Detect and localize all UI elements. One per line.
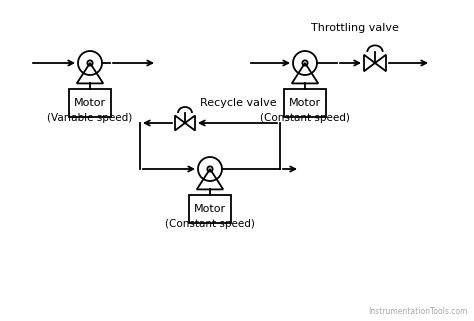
Text: Recycle valve: Recycle valve: [200, 98, 277, 108]
Text: Motor: Motor: [74, 99, 106, 108]
Text: Motor: Motor: [194, 204, 226, 214]
Text: Throttling valve: Throttling valve: [311, 23, 399, 33]
Text: (Constant speed): (Constant speed): [165, 219, 255, 230]
Text: (Constant speed): (Constant speed): [260, 113, 350, 123]
Text: Motor: Motor: [289, 99, 321, 108]
Text: (Variable speed): (Variable speed): [47, 113, 133, 123]
Bar: [284, 90, 326, 117]
Bar: [69, 90, 111, 117]
Bar: [189, 195, 231, 223]
Text: InstrumentationTools.com: InstrumentationTools.com: [369, 307, 468, 316]
